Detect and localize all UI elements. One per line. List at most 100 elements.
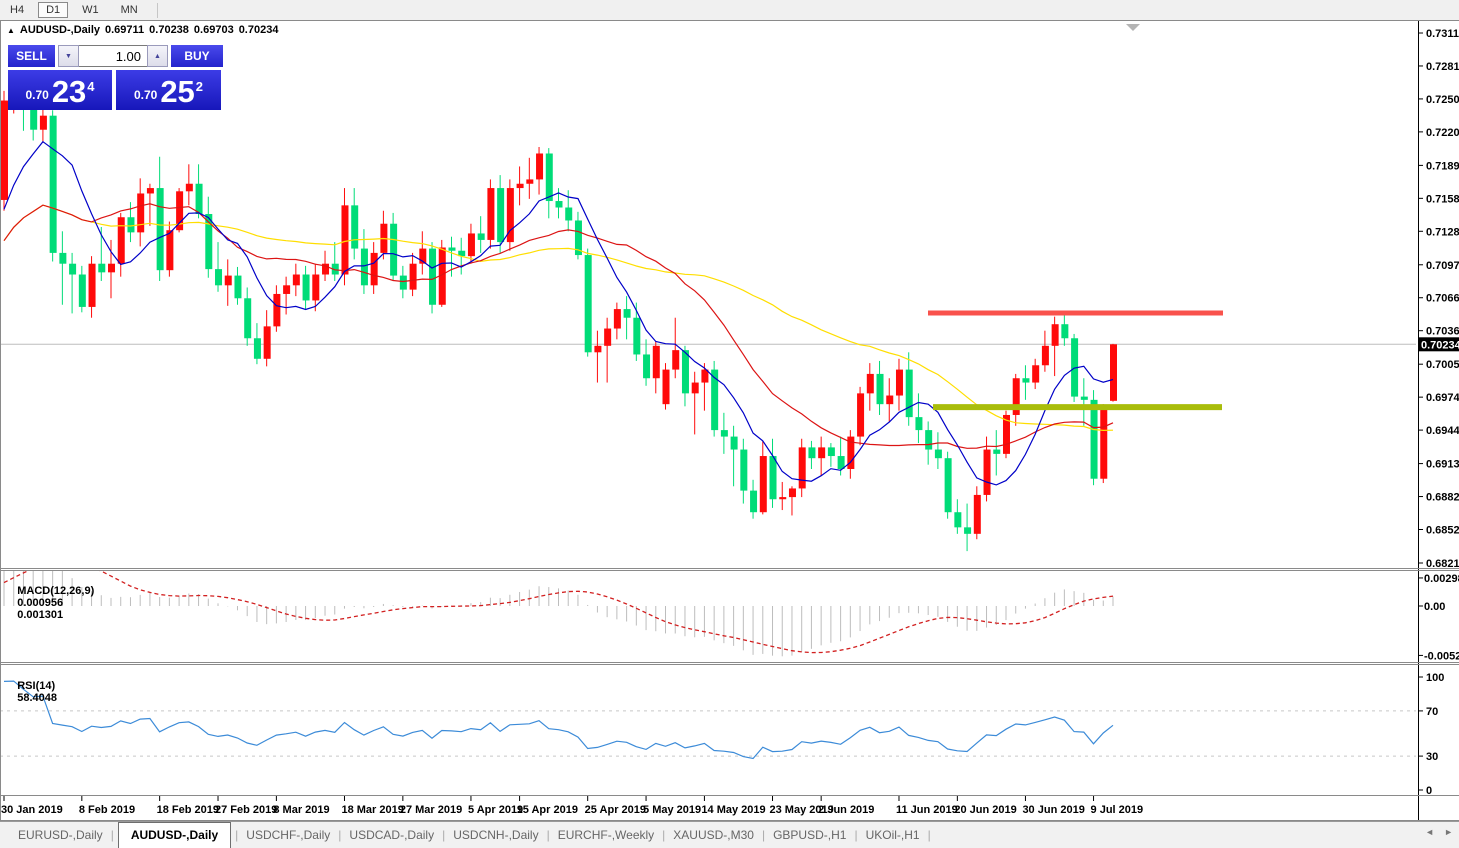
macd-name: MACD(12,26,9) — [17, 585, 95, 597]
svg-text:27 Mar 2019: 27 Mar 2019 — [400, 804, 462, 816]
sell-price-display[interactable]: 0.70 23 4 — [8, 70, 112, 110]
volume-decrease-button[interactable]: ▼ — [58, 45, 79, 67]
tab-usdchf-daily[interactable]: USDCHF-,Daily — [246, 828, 331, 842]
svg-text:25 Apr 2019: 25 Apr 2019 — [585, 804, 646, 816]
buy-button[interactable]: BUY — [171, 45, 223, 67]
svg-text:0.002984: 0.002984 — [1424, 573, 1459, 585]
chart-symbol-label: AUDUSD-,Daily — [19, 24, 100, 36]
tab-separator: | — [761, 828, 766, 842]
timeframe-toolbar: H4 D1 W1 MN — [0, 0, 1459, 20]
tab-scroll-left-icon[interactable]: ◄ — [1425, 827, 1435, 837]
sell-price-pip: 4 — [87, 79, 95, 94]
svg-text:0.70665: 0.70665 — [1426, 293, 1459, 305]
tab-separator: | — [338, 828, 342, 842]
svg-text:70: 70 — [1426, 706, 1438, 718]
macd-indicator-label: MACD(12,26,9) 0.000956 0.001301 — [5, 573, 94, 633]
svg-text:0.71585: 0.71585 — [1426, 193, 1459, 205]
timeframe-button-h4[interactable]: H4 — [10, 4, 25, 16]
tab-separator: | — [662, 828, 666, 842]
chevron-up-icon: ▲ — [154, 52, 161, 60]
ohlc-high: 0.70238 — [149, 24, 189, 36]
tab-separator: | — [442, 828, 446, 842]
ohlc-low: 0.69703 — [193, 24, 234, 36]
chart-ohlc-title: ▲ AUDUSD-,Daily 0.69711 0.70238 0.69703 … — [7, 24, 278, 36]
chevron-down-icon: ▼ — [65, 52, 72, 60]
svg-text:8 Mar 2019: 8 Mar 2019 — [273, 804, 329, 816]
svg-text:0.72505: 0.72505 — [1426, 94, 1459, 106]
support-resistance-levels[interactable] — [928, 310, 1223, 411]
tab-usdcad-daily[interactable]: USDCAD-,Daily — [349, 828, 435, 842]
svg-text:0.00: 0.00 — [1424, 601, 1445, 613]
rsi-name: RSI(14) — [17, 680, 56, 692]
svg-text:-0.005256: -0.005256 — [1424, 650, 1459, 662]
collapse-arrow-icon[interactable]: ▲ — [7, 25, 15, 35]
buy-price-big: 25 — [160, 74, 195, 110]
tab-separator: | — [110, 828, 114, 842]
svg-text:0.73115: 0.73115 — [1426, 28, 1459, 40]
svg-text:11 Jun 2019: 11 Jun 2019 — [896, 804, 958, 816]
moving-averages — [3, 140, 1114, 486]
svg-text:18 Mar 2019: 18 Mar 2019 — [341, 804, 403, 816]
svg-text:15 Apr 2019: 15 Apr 2019 — [517, 804, 578, 816]
svg-text:30 Jun 2019: 30 Jun 2019 — [1022, 804, 1084, 816]
sell-button[interactable]: SELL — [8, 45, 55, 67]
tab-scroll-right-icon[interactable]: ► — [1444, 827, 1453, 837]
symbol-tab-bar: EURUSD-,Daily | AUDUSD-,Daily | USDCHF-,Dail… — [0, 821, 1459, 848]
macd-signal-value: 0.001301 — [17, 609, 64, 621]
macd-panel-divider[interactable] — [0, 567, 1416, 572]
tab-ukoil-h1[interactable]: UKOil-,H1 — [865, 828, 920, 842]
rsi-panel[interactable] — [0, 680, 1416, 760]
svg-text:5 May 2019: 5 May 2019 — [643, 804, 701, 816]
buy-price-pip: 2 — [195, 79, 204, 94]
timeframe-button-w1[interactable]: W1 — [82, 4, 99, 16]
svg-text:23 May 2019: 23 May 2019 — [770, 804, 834, 816]
buy-price-display[interactable]: 0.70 25 2 — [116, 70, 221, 110]
chart-shift-marker-icon[interactable] — [1126, 24, 1140, 31]
tab-gbpusd-h1[interactable]: GBPUSD-,H1 — [773, 828, 847, 842]
svg-text:30: 30 — [1426, 751, 1438, 763]
macd-panel[interactable] — [3, 552, 1114, 657]
svg-text:9 Jul 2019: 9 Jul 2019 — [1091, 804, 1144, 816]
volume-increase-button[interactable]: ▲ — [147, 45, 168, 67]
one-click-trading-panel: SELL ▼ ▲ BUY 0.70 23 4 0.70 25 2 — [8, 45, 225, 110]
rsi-panel-divider[interactable] — [0, 661, 1416, 666]
rsi-indicator-label: RSI(14) 58.4048 — [5, 668, 57, 716]
buy-price-base: 0.70 — [133, 88, 158, 102]
svg-text:8 Feb 2019: 8 Feb 2019 — [79, 804, 135, 816]
timeframe-button-mn[interactable]: MN — [120, 4, 138, 16]
svg-text:2 Jun 2019: 2 Jun 2019 — [818, 804, 874, 816]
tab-xauusd-m30[interactable]: XAUUSD-,M30 — [673, 828, 754, 842]
svg-text:100: 100 — [1426, 672, 1444, 684]
sell-price-big: 23 — [51, 74, 87, 110]
tab-eurchf-weekly[interactable]: EURCHF-,Weekly — [557, 828, 655, 842]
tab-separator: | — [546, 828, 550, 842]
timeframe-button-d1[interactable]: D1 — [38, 2, 69, 18]
volume-input[interactable] — [79, 45, 147, 67]
tab-eurusd-daily[interactable]: EURUSD-,Daily — [18, 828, 103, 842]
svg-text:0.68825: 0.68825 — [1426, 492, 1459, 504]
tab-audusd-daily[interactable]: AUDUSD-,Daily — [117, 821, 232, 848]
tab-separator: | — [235, 828, 239, 842]
ohlc-close: 0.70234 — [238, 24, 279, 36]
candlesticks[interactable] — [1, 50, 1117, 552]
tab-usdcnh-daily[interactable]: USDCNH-,Daily — [453, 828, 539, 842]
tab-separator: | — [927, 828, 931, 842]
sell-price-base: 0.70 — [25, 88, 49, 102]
tab-scroll-buttons: ◄ ► — [1425, 827, 1453, 837]
toolbar-separator — [156, 2, 158, 18]
rsi-value: 58.4048 — [17, 692, 57, 704]
svg-text:5 Apr 2019: 5 Apr 2019 — [468, 804, 523, 816]
